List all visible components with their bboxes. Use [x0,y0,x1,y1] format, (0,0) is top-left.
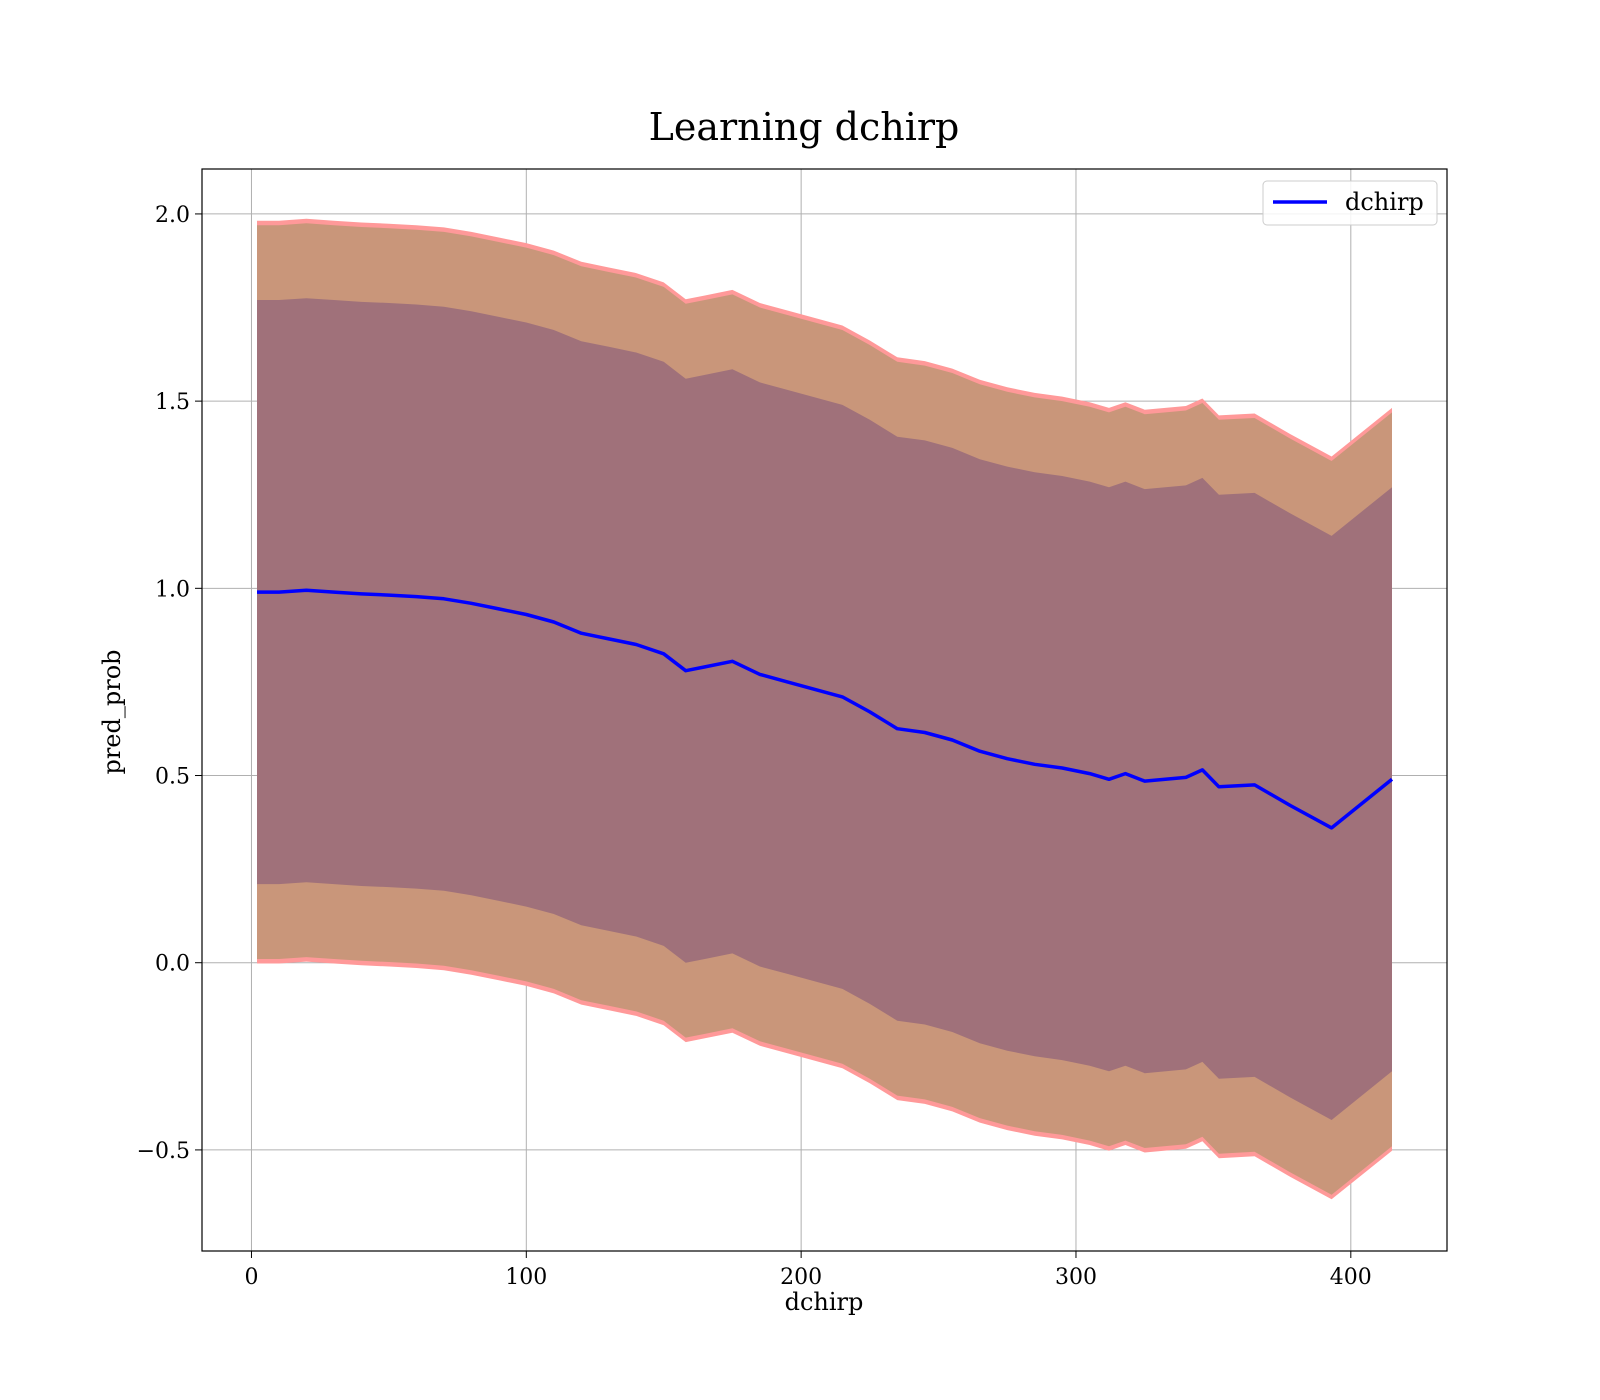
y-axis-ticks: −0.5 0.0 0.5 1.0 1.5 2.0 [137,203,202,1164]
y-tick-label-5: 2.0 [155,203,190,228]
x-tick-label-2: 200 [780,1265,822,1290]
x-tick-label-1: 100 [505,1265,547,1290]
x-tick-label-0: 0 [244,1265,258,1290]
x-axis-label: dchirp [785,1288,864,1316]
legend-label-dchirp: dchirp [1345,188,1424,216]
series-line-dchirp [257,588,1394,830]
y-tick-label-2: 0.5 [155,765,190,790]
y-axis-label: pred_prob [98,649,126,774]
chart-title: Learning dchirp [649,105,960,149]
plot-frame [201,168,1448,1252]
y-tick-label-3: 1.0 [155,577,190,602]
y-tick-label-4: 1.5 [155,390,190,415]
legend-box [1262,180,1438,226]
x-tick-label-4: 400 [1330,1265,1372,1290]
x-tick-label-3: 300 [1055,1265,1097,1290]
y-tick-label-1: 0.0 [155,952,190,977]
y-tick-label-0: −0.5 [137,1139,190,1164]
std-bands [257,218,1392,1200]
x-axis-ticks: 0 100 200 300 400 [244,1251,1372,1290]
legend: dchirp [1262,180,1438,226]
inner-band [257,298,1392,1120]
